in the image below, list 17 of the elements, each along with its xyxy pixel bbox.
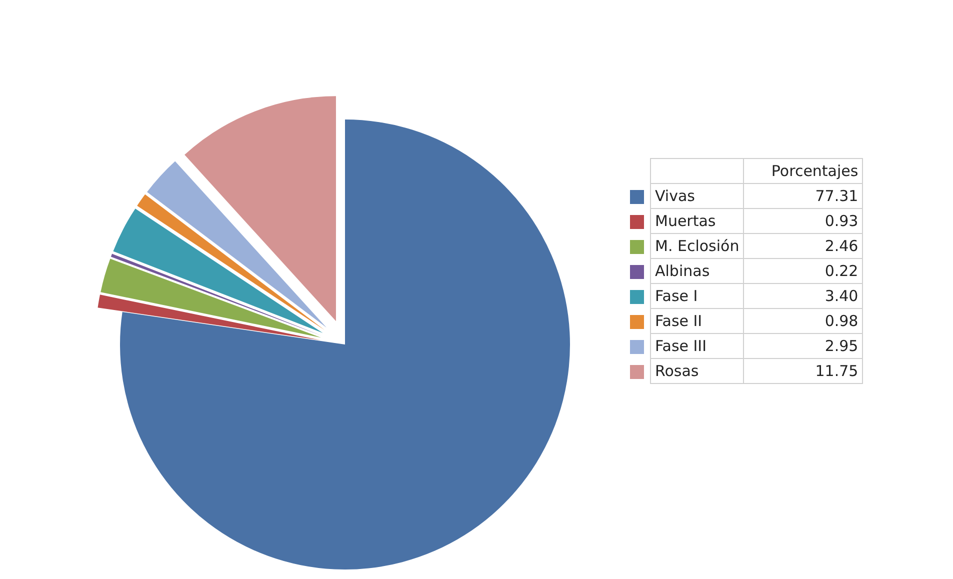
legend-label: Vivas	[650, 184, 744, 208]
data-label: 2.46	[744, 234, 863, 258]
data-label: 0.93	[744, 208, 863, 234]
legend-label: Fase III	[650, 334, 744, 358]
legend-title: Porcentajes	[744, 158, 863, 184]
legend-label: Rosas	[650, 358, 744, 384]
data-label: 3.40	[744, 284, 863, 308]
legend-label: Albinas	[650, 258, 744, 284]
data-label: 2.95	[744, 334, 863, 358]
legend-label: Muertas	[650, 208, 744, 234]
data-label: 11.75	[744, 358, 863, 384]
data-label: 0.22	[744, 258, 863, 284]
legend-label: Fase II	[650, 308, 744, 334]
legend-label: Fase I	[650, 284, 744, 308]
legend-label: M. Eclosión	[650, 234, 744, 258]
data-label: 0.98	[744, 308, 863, 334]
data-label: 77.31	[744, 184, 863, 208]
